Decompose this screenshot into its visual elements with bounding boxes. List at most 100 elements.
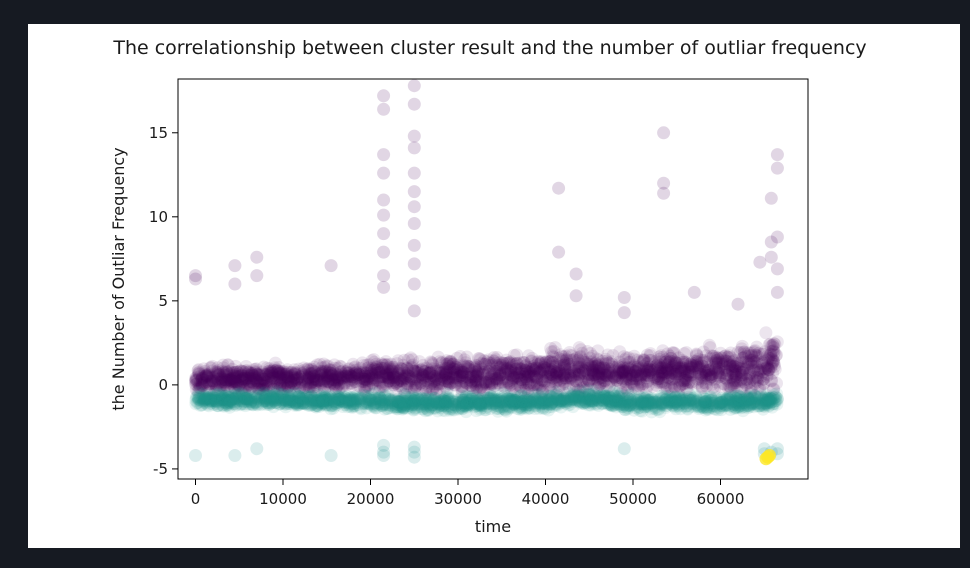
data-point bbox=[296, 381, 310, 395]
data-point bbox=[386, 367, 400, 381]
data-point bbox=[253, 374, 267, 388]
data-point bbox=[454, 367, 468, 381]
data-point bbox=[582, 387, 596, 401]
data-point bbox=[705, 373, 719, 387]
data-point bbox=[664, 368, 678, 382]
data-point bbox=[692, 362, 706, 376]
data-point bbox=[404, 381, 417, 395]
data-point bbox=[349, 366, 363, 380]
data-point bbox=[555, 373, 569, 387]
data-point bbox=[490, 374, 504, 387]
data-point bbox=[432, 378, 446, 391]
data-point bbox=[402, 369, 416, 383]
data-point bbox=[263, 368, 277, 382]
data-point bbox=[380, 369, 394, 383]
data-point bbox=[217, 372, 231, 386]
data-point bbox=[756, 372, 770, 386]
data-point bbox=[372, 385, 386, 399]
data-point bbox=[246, 367, 260, 381]
data-point bbox=[634, 369, 648, 382]
data-point bbox=[659, 370, 673, 384]
data-point bbox=[675, 364, 689, 378]
data-point bbox=[551, 362, 565, 376]
data-point bbox=[743, 366, 757, 380]
data-point bbox=[471, 367, 485, 381]
data-point bbox=[262, 369, 276, 383]
data-point bbox=[343, 368, 356, 382]
data-point bbox=[548, 360, 562, 374]
data-point bbox=[407, 304, 421, 318]
data-point bbox=[717, 377, 731, 391]
data-point bbox=[398, 369, 412, 383]
data-point bbox=[673, 362, 687, 375]
data-point bbox=[455, 379, 469, 393]
data-point bbox=[270, 372, 284, 386]
data-point bbox=[726, 355, 740, 369]
data-point bbox=[483, 378, 496, 392]
data-point bbox=[504, 368, 518, 382]
data-point bbox=[685, 368, 699, 382]
data-point bbox=[707, 361, 721, 374]
data-point bbox=[189, 378, 203, 391]
data-point bbox=[641, 356, 655, 370]
data-point bbox=[438, 364, 452, 378]
data-point bbox=[219, 364, 233, 378]
data-point bbox=[679, 346, 693, 360]
data-point bbox=[347, 368, 361, 382]
data-point bbox=[699, 366, 713, 380]
data-point bbox=[598, 374, 612, 388]
data-point bbox=[632, 355, 646, 369]
data-point bbox=[327, 373, 341, 387]
data-point bbox=[613, 371, 627, 385]
data-point bbox=[748, 344, 762, 358]
data-point bbox=[360, 358, 374, 372]
data-point bbox=[321, 375, 335, 389]
data-point bbox=[704, 370, 718, 384]
data-point bbox=[651, 360, 665, 374]
data-point bbox=[545, 363, 559, 377]
data-point bbox=[764, 359, 778, 373]
data-point bbox=[721, 364, 735, 378]
data-point bbox=[271, 377, 285, 391]
data-point bbox=[337, 371, 351, 385]
data-point bbox=[731, 297, 745, 311]
data-point bbox=[472, 364, 486, 378]
data-point bbox=[256, 383, 270, 397]
data-point bbox=[346, 373, 360, 387]
data-point bbox=[377, 166, 391, 180]
data-point bbox=[498, 365, 512, 379]
data-point bbox=[629, 365, 643, 378]
data-point bbox=[382, 371, 396, 385]
data-point bbox=[287, 372, 301, 386]
data-point bbox=[623, 373, 637, 387]
data-point bbox=[332, 378, 345, 392]
data-point bbox=[522, 401, 536, 415]
data-point bbox=[658, 355, 672, 369]
data-point bbox=[664, 380, 677, 394]
data-point bbox=[443, 355, 457, 368]
data-point bbox=[465, 363, 479, 377]
data-point bbox=[563, 371, 577, 385]
x-axis-label: time bbox=[475, 517, 511, 536]
data-point bbox=[536, 396, 550, 410]
data-point bbox=[770, 262, 784, 276]
data-point bbox=[571, 355, 585, 369]
data-point bbox=[651, 372, 665, 386]
data-point bbox=[764, 191, 778, 205]
data-point bbox=[429, 386, 443, 400]
x-tick-label: 50000 bbox=[609, 490, 657, 508]
data-point bbox=[379, 358, 393, 372]
data-point bbox=[762, 338, 776, 352]
data-point bbox=[396, 358, 410, 372]
data-point bbox=[689, 347, 703, 361]
data-point bbox=[611, 371, 625, 384]
data-point bbox=[412, 369, 426, 383]
data-point bbox=[637, 353, 651, 367]
data-point bbox=[271, 390, 284, 404]
data-point bbox=[191, 392, 205, 406]
data-point bbox=[349, 395, 363, 409]
data-point bbox=[695, 353, 709, 367]
data-point bbox=[387, 378, 401, 392]
data-point bbox=[275, 368, 289, 382]
data-point bbox=[198, 365, 212, 378]
